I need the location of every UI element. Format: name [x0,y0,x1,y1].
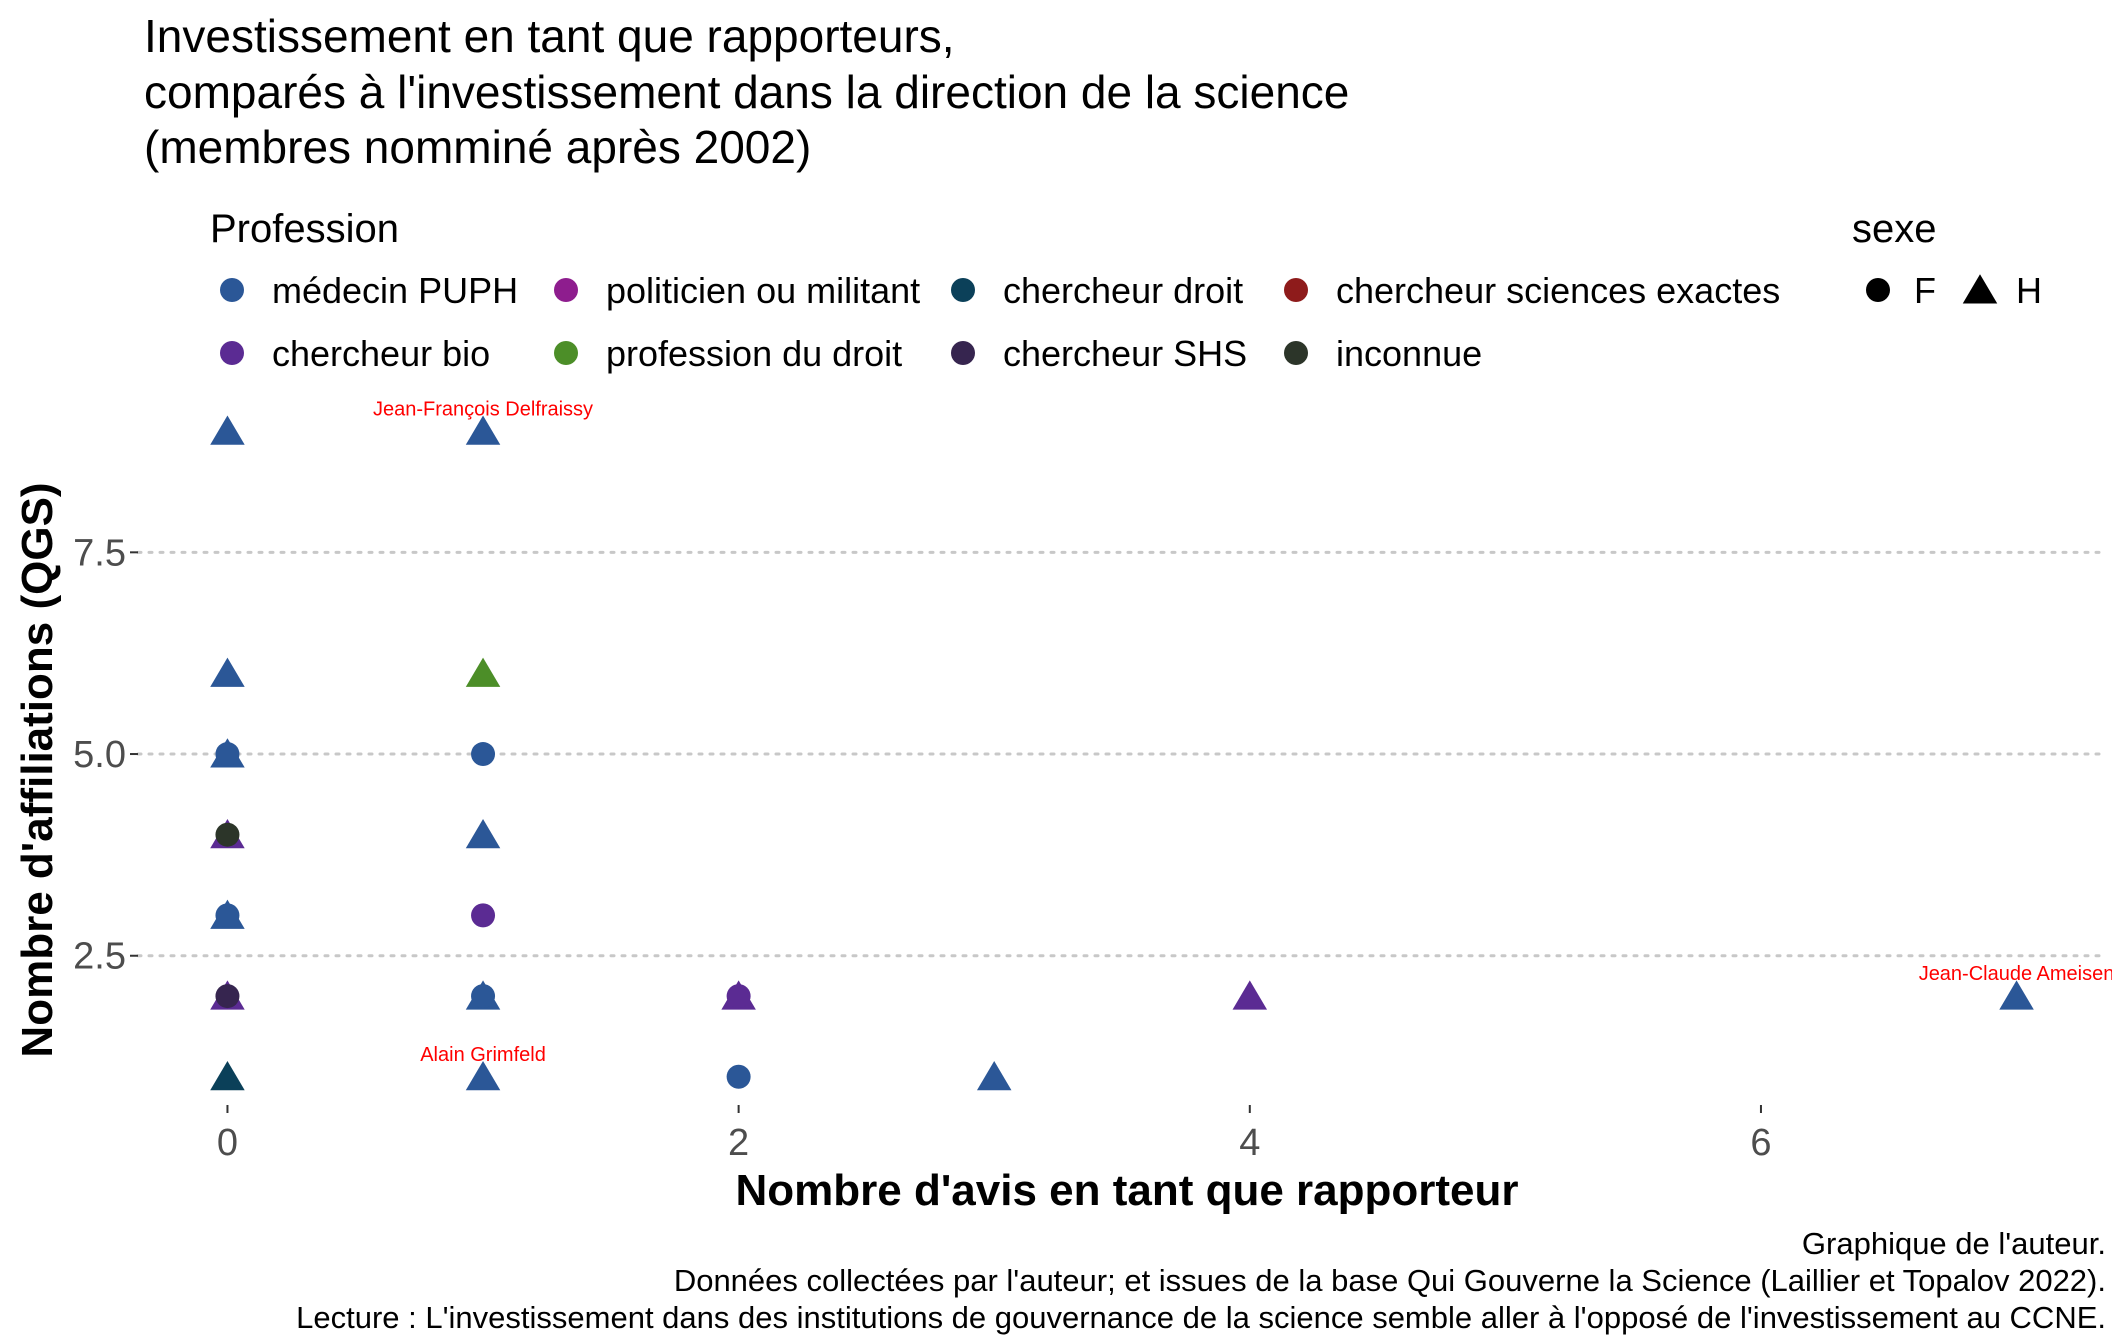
x-axis: 0 2 4 6 [217,1105,1772,1164]
data-point-1 [210,657,245,687]
chart-title-line-2: comparés à l'investissement dans la dire… [144,66,1349,118]
legend-item-inconnue: inconnue [1284,333,1482,374]
legend-key-politicien [554,278,578,302]
legend-key-sexe-F [1866,278,1890,302]
data-point-10 [210,1061,245,1091]
legend-item-chshs: chercheur SHS [951,333,1247,374]
legend-item-sexe-H: H [1962,270,2042,311]
data-point-7 [215,903,240,928]
legend-key-sexe-H [1962,274,1998,304]
y-tick-label-2: 7.5 [73,532,126,574]
chart-title-line-3: (membres nomminé après 2002) [144,121,811,173]
data-point-17 [471,984,496,1009]
legend-title-profession: Profession [210,207,399,251]
data-point-14 [465,818,501,849]
data-points [210,415,2034,1091]
legend-key-inconnue [1284,341,1308,365]
y-tick-label-0: 2.5 [73,936,126,978]
legend-label-chdroit: chercheur droit [1003,270,1243,311]
legend-label-chshs: chercheur SHS [1003,333,1247,374]
data-point-12 [465,657,501,687]
legend-key-chbio [220,341,244,365]
legend-key-chexactes [1284,278,1308,302]
data-point-0 [210,415,245,445]
y-gridlines [136,550,2108,958]
data-point-24 [1999,980,2034,1010]
chart-title-line-1: Investissement en tant que rapporteurs, [144,10,955,62]
legend-title-sexe: sexe [1852,207,1937,251]
caption-line-3: Lecture : L'investissement dans des inst… [296,1300,2106,1335]
legend-label-chbio: chercheur bio [272,333,490,374]
legend-item-sexe-F: F [1866,270,1936,311]
legend: Profession médecin PUPH politicien ou mil… [210,207,2042,374]
legend-item-chbio: chercheur bio [220,333,490,374]
x-axis-title: Nombre d'avis en tant que rapporteur [735,1166,1518,1215]
y-tick-label-1: 5.0 [73,734,126,776]
legend-label-sexe-H: H [2016,270,2042,311]
annotation-label-2: Jean-Claude Ameisen [1919,963,2112,985]
annotation-label-1: Alain Grimfeld [420,1044,546,1066]
data-point-15 [471,903,496,928]
legend-label-sexe-F: F [1914,270,1936,311]
legend-item-politicien: politicien ou militant [554,270,920,311]
data-point-13 [471,742,496,767]
caption-line-1: Graphique de l'auteur. [1802,1226,2106,1261]
x-tick-label-3: 6 [1750,1122,1771,1164]
legend-label-medecin: médecin PUPH [272,270,518,311]
data-point-3 [215,742,240,767]
data-point-20 [726,984,751,1009]
y-axis-title: Nombre d'affiliations (QGS) [13,482,62,1057]
x-tick-label-0: 0 [217,1122,238,1164]
legend-label-chexactes: chercheur sciences exactes [1336,270,1780,311]
legend-key-profdroit [554,341,578,365]
legend-profession-items: médecin PUPH politicien ou militant cherch… [220,270,1780,374]
caption-line-2: Données collectées par l'auteur; et issu… [674,1263,2106,1298]
legend-label-inconnue: inconnue [1336,333,1482,374]
legend-label-profdroit: profession du droit [606,333,902,374]
legend-key-medecin [220,278,244,302]
data-point-22 [976,1061,1012,1091]
legend-key-chdroit [951,278,975,302]
data-point-23 [1232,980,1268,1010]
chart-title: Investissement en tant que rapporteurs, … [144,10,1349,173]
caption: Graphique de l'auteur. Données collectée… [296,1226,2106,1335]
legend-item-chdroit: chercheur droit [951,270,1243,311]
data-point-11 [465,415,501,445]
annotation-label-0: Jean-François Delfraissy [373,398,593,420]
legend-item-chexactes: chercheur sciences exactes [1284,270,1780,311]
legend-key-chshs [951,341,975,365]
data-point-21 [726,1064,751,1089]
data-point-5 [215,822,240,847]
legend-item-profdroit: profession du droit [554,333,902,374]
data-point-9 [215,984,240,1009]
x-tick-label-1: 2 [728,1122,749,1164]
y-axis: 2.5 5.0 7.5 [73,532,138,978]
legend-item-medecin: médecin PUPH [220,270,518,311]
legend-label-politicien: politicien ou militant [606,270,920,311]
data-point-18 [465,1061,501,1091]
x-tick-label-2: 4 [1239,1122,1260,1164]
point-annotations: Jean-François Delfraissy Alain Grimfeld Je… [373,398,2112,1065]
